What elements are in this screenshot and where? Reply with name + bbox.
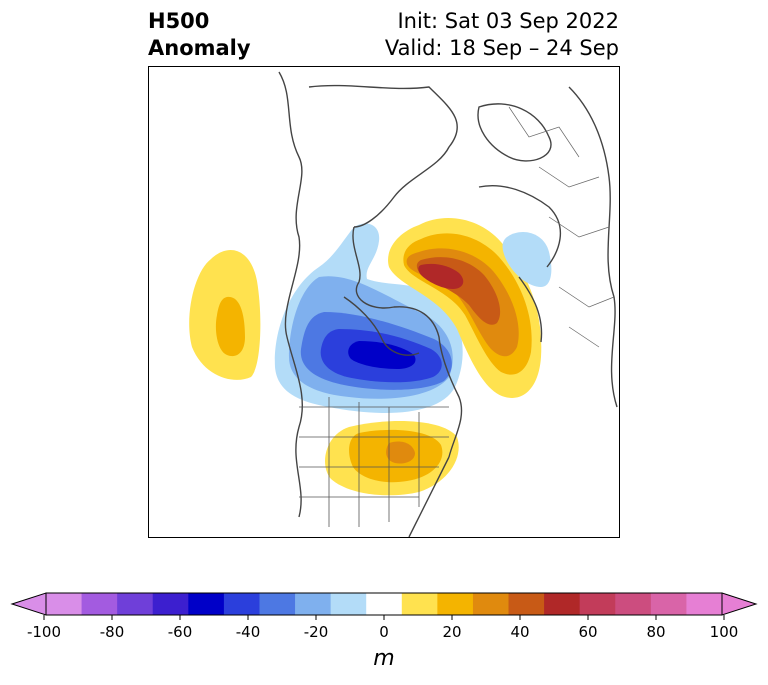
colorbar-swatch xyxy=(615,593,652,615)
colorbar-swatch xyxy=(295,593,332,615)
colorbar-swatch xyxy=(223,593,260,615)
colorbar-swatch xyxy=(544,593,581,615)
colorbar-swatch xyxy=(259,593,296,615)
colorbar-swatch xyxy=(117,593,154,615)
colorbar-swatch xyxy=(330,593,367,615)
europe-borders xyxy=(508,106,615,348)
colorbar-swatch xyxy=(152,593,189,615)
title-quantity: Anomaly xyxy=(148,36,251,60)
colorbar-tick-label: -100 xyxy=(27,623,61,641)
colorbar-swatch xyxy=(81,593,118,615)
map-panel xyxy=(148,66,620,538)
colorbar-tick-label: -80 xyxy=(100,623,125,641)
colorbar-swatch xyxy=(650,593,687,615)
map-dates: Init: Sat 03 Sep 2022 Valid: 18 Sep – 24… xyxy=(385,8,619,62)
colorbar-tick-label: -60 xyxy=(168,623,193,641)
colorbar-tick-label: 20 xyxy=(442,623,461,641)
colorbar-swatch xyxy=(46,593,83,615)
anomaly-us-positive xyxy=(325,421,459,496)
colorbar-unit: m xyxy=(373,646,395,671)
colorbar-tick-label: -40 xyxy=(236,623,261,641)
anomaly-map xyxy=(189,71,618,537)
colorbar-swatch xyxy=(472,593,510,615)
colorbar-swatch xyxy=(366,593,403,615)
colorbar-tick-label: 0 xyxy=(379,623,389,641)
valid-range: Valid: 18 Sep – 24 Sep xyxy=(384,36,619,60)
colorbar-tick-label: 60 xyxy=(578,623,597,641)
title-variable: H500 xyxy=(148,9,210,33)
colorbar: -100 -80 -60 -40 -20 0 20 40 60 80 100 xyxy=(10,592,758,641)
colorbar-swatch xyxy=(686,593,723,615)
colorbar-swatches xyxy=(10,592,758,616)
init-date: Init: Sat 03 Sep 2022 xyxy=(397,9,619,33)
colorbar-extend-min xyxy=(10,592,47,616)
colorbar-ticks: -100 -80 -60 -40 -20 0 20 40 60 80 100 xyxy=(27,615,738,641)
colorbar-swatch xyxy=(437,593,474,615)
colorbar-swatch xyxy=(579,593,616,615)
colorbar-extend-max xyxy=(721,592,758,616)
colorbar-swatch xyxy=(188,593,225,615)
map-title: H500 Anomaly xyxy=(148,8,251,62)
anomaly-scandinavia-negative xyxy=(502,232,552,287)
colorbar-tick-label: 100 xyxy=(710,623,739,641)
colorbar-swatch xyxy=(508,593,545,615)
coastlines xyxy=(278,71,618,537)
colorbar-tick-label: -20 xyxy=(304,623,329,641)
anomaly-pacific-positive xyxy=(189,250,261,380)
colorbar-tick-label: 80 xyxy=(646,623,665,641)
us-state-borders xyxy=(299,397,449,527)
colorbar-swatch xyxy=(401,593,438,615)
anomaly-canada-negative xyxy=(274,223,463,413)
anomaly-greenland-positive xyxy=(388,218,542,398)
colorbar-tick-label: 40 xyxy=(510,623,529,641)
